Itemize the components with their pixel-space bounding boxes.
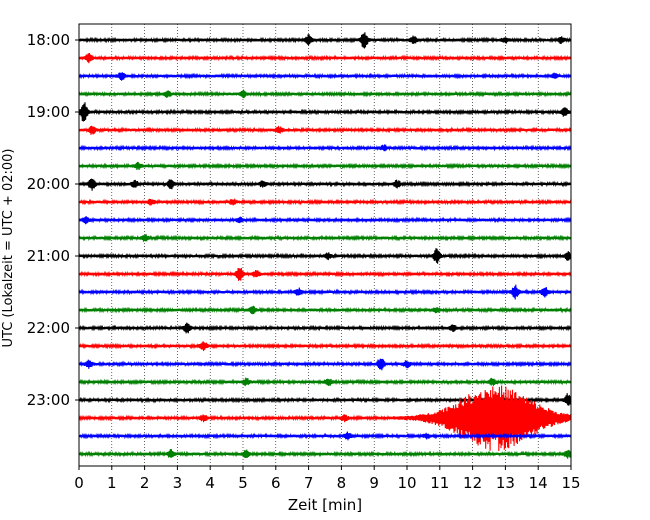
seismic-trace [78, 52, 572, 64]
seismic-trace [78, 144, 572, 152]
x-tick-label: 6 [271, 474, 281, 492]
x-tick-label: 0 [74, 474, 84, 492]
y-tick-label: 22:00 [27, 319, 70, 337]
seismic-trace [78, 431, 572, 441]
seismic-trace [78, 385, 572, 452]
seismic-trace [78, 322, 572, 334]
seismic-trace [78, 267, 572, 281]
x-tick-label: 3 [173, 474, 183, 492]
seismic-trace [78, 341, 572, 352]
y-tick-label: 19:00 [27, 103, 70, 121]
seismic-trace [78, 89, 572, 99]
seismic-trace [78, 102, 572, 122]
x-tick-label: 10 [397, 474, 416, 492]
x-tick-label: 4 [205, 474, 215, 492]
seismic-trace [78, 449, 572, 459]
x-tick-label: 13 [496, 474, 515, 492]
seismic-trace [78, 284, 572, 300]
x-tick-label: 8 [337, 474, 347, 492]
x-tick-label: 15 [561, 474, 580, 492]
x-tick-label: 14 [529, 474, 548, 492]
seismic-trace [78, 248, 572, 264]
x-tick-label: 2 [140, 474, 150, 492]
seismic-trace [78, 161, 572, 171]
x-tick-label: 9 [369, 474, 379, 492]
y-tick-label: 18:00 [27, 31, 70, 49]
x-tick-label: 11 [430, 474, 449, 492]
seismic-trace [78, 215, 572, 225]
seismic-trace [78, 72, 572, 81]
x-tick-label: 7 [304, 474, 314, 492]
seismic-trace [78, 377, 572, 387]
seismic-trace [78, 125, 572, 135]
seismic-trace [78, 234, 572, 242]
plot-frame [78, 23, 572, 467]
y-axis-label: UTC (Lokalzeit = UTC + 02:00) [1, 149, 16, 348]
y-tick-label: 20:00 [27, 175, 70, 193]
x-tick-label: 1 [107, 474, 117, 492]
seismic-traces [78, 32, 572, 459]
seismic-trace [78, 305, 572, 315]
x-tick-label: 5 [238, 474, 248, 492]
x-axis-label: Zeit [min] [288, 496, 362, 514]
x-tick-label: 12 [463, 474, 482, 492]
seismic-trace [78, 358, 572, 371]
y-axis-ticks: 18:00 19:00 20:00 21:00 22:00 23:00 [27, 31, 79, 409]
y-tick-label: 23:00 [27, 391, 70, 409]
seismic-trace [78, 178, 572, 191]
x-axis-ticks: 0 1 2 3 4 5 6 7 8 9 10 11 12 13 14 15 [74, 466, 581, 492]
y-tick-label: 21:00 [27, 247, 70, 265]
seismic-trace [78, 32, 572, 49]
seismic-trace [78, 198, 572, 206]
